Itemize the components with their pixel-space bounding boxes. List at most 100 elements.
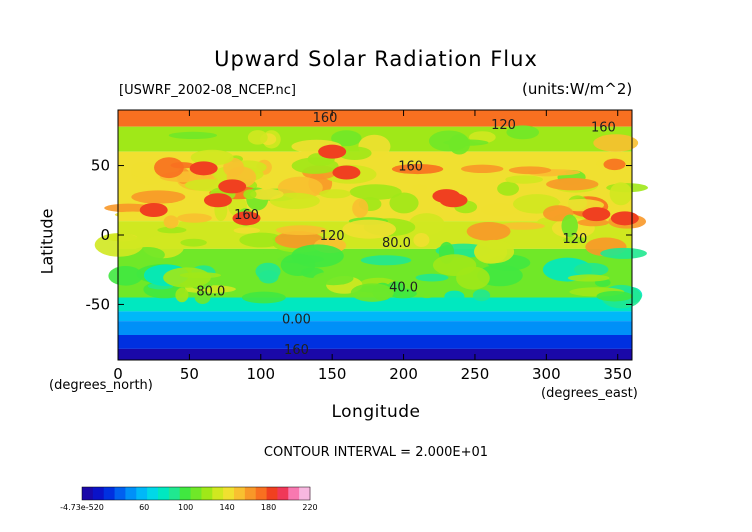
- flux-patch: [179, 272, 222, 279]
- flux-patch: [480, 203, 520, 217]
- flux-patch: [506, 125, 540, 140]
- colorbar-swatch: [212, 487, 224, 500]
- flux-patch: [593, 134, 639, 152]
- colorbar-swatch: [147, 487, 159, 500]
- flux-patch: [255, 262, 281, 281]
- flux-patch: [413, 232, 430, 248]
- flux-patch: [154, 157, 184, 179]
- flux-patch: [108, 266, 143, 286]
- colorbar-swatch: [299, 487, 311, 500]
- flux-band: [118, 335, 632, 349]
- flux-patch: [291, 157, 339, 174]
- flux-patch: [497, 181, 519, 196]
- contour-label: 40.0: [389, 280, 418, 295]
- flux-patch: [350, 283, 394, 302]
- flux-patch: [352, 198, 369, 218]
- x-tick-label: 250: [461, 365, 490, 383]
- colorbar-swatch: [201, 487, 213, 500]
- flux-hotspot: [218, 179, 247, 194]
- flux-patch: [157, 226, 187, 234]
- flux-patch: [349, 184, 402, 200]
- flux-band: [118, 321, 632, 335]
- flux-patch: [567, 274, 610, 282]
- flux-patch: [243, 189, 257, 200]
- flux-hotspot: [189, 161, 218, 176]
- flux-patch: [474, 240, 508, 264]
- colorbar-swatch: [103, 487, 116, 500]
- flux-band: [118, 311, 632, 322]
- x-axis-label: Longitude: [331, 402, 421, 422]
- colorbar-swatch: [277, 487, 289, 500]
- y-tick-label: -50: [86, 295, 111, 313]
- flux-hotspot: [139, 203, 168, 217]
- colorbar-label: 60: [139, 503, 149, 512]
- contour-interval-note: CONTOUR INTERVAL = 2.000E+01: [263, 445, 489, 460]
- x-unit-note: (degrees_north): [49, 378, 153, 393]
- flux-patch: [342, 219, 396, 239]
- flux-patch: [360, 255, 412, 266]
- flux-patch: [331, 130, 362, 147]
- contour-label: 120: [491, 118, 516, 133]
- flux-hotspot: [582, 207, 611, 222]
- contour-label: 120: [562, 232, 587, 247]
- flux-patch: [456, 266, 490, 290]
- flux-patch: [274, 231, 323, 249]
- flux-patch: [389, 192, 419, 214]
- flux-patch: [408, 213, 445, 236]
- flux-patch: [250, 188, 284, 200]
- x-tick-label: 150: [318, 365, 347, 383]
- contour-label: 80.0: [382, 236, 411, 251]
- flux-patch: [233, 227, 261, 234]
- x-tick-label: 50: [180, 365, 199, 383]
- colorbar-swatch: [92, 487, 105, 500]
- x-ticks: 0 50 100 150 200 250 300 350: [113, 110, 632, 383]
- flux-patch: [600, 247, 647, 259]
- contour-label: 160: [234, 208, 259, 223]
- flux-patch: [609, 182, 633, 206]
- colorbar-swatch: [244, 487, 257, 500]
- flux-patch: [444, 290, 465, 302]
- colorbar: -4.73e-520 60 100 140 180 220: [60, 486, 318, 512]
- flux-band: [118, 348, 632, 360]
- x-tick-label: 200: [389, 365, 418, 383]
- flux-hotspot: [232, 211, 261, 226]
- flux-band: [118, 110, 632, 127]
- colorbar-swatch: [255, 487, 268, 500]
- flux-patch: [415, 273, 449, 282]
- y-tick-label: 0: [100, 226, 110, 244]
- colorbar-swatch: [179, 487, 192, 500]
- flux-hotspot: [318, 144, 347, 159]
- flux-patch: [337, 146, 372, 160]
- x-unit-note-east: (degrees_east): [541, 386, 638, 401]
- flux-patch: [175, 287, 189, 303]
- flux-patch: [130, 161, 154, 178]
- colorbar-swatch: [223, 487, 235, 500]
- x-tick-label: 350: [603, 365, 632, 383]
- colorbar-frame: [81, 486, 311, 501]
- flux-patch: [461, 164, 504, 174]
- y-ticks: 50 0 -50: [86, 157, 632, 313]
- flux-patch: [573, 262, 609, 277]
- flux-patch: [466, 222, 511, 241]
- contour-label: 160: [313, 111, 338, 126]
- flux-patch: [596, 290, 633, 302]
- flux-patch: [391, 163, 444, 175]
- flux-patch: [94, 233, 144, 257]
- colorbar-swatch: [234, 487, 246, 500]
- flux-patch: [241, 291, 286, 304]
- flux-patch: [163, 215, 179, 229]
- flux-patch: [168, 131, 218, 140]
- colorbar-swatch: [125, 487, 137, 500]
- contour-label: 120: [320, 229, 345, 244]
- flux-patch: [313, 271, 354, 286]
- chart-title: Upward Solar Radiation Flux: [214, 47, 538, 71]
- x-tick-label: 300: [532, 365, 561, 383]
- flux-hotspot: [203, 193, 232, 208]
- colorbar-label: 100: [178, 503, 193, 512]
- file-label: [USWRF_2002-08_NCEP.nc]: [119, 83, 296, 98]
- contour-label: 160: [284, 343, 309, 358]
- colorbar-swatch: [136, 487, 148, 500]
- flux-patch: [280, 253, 316, 276]
- colorbar-swatch: [158, 487, 170, 500]
